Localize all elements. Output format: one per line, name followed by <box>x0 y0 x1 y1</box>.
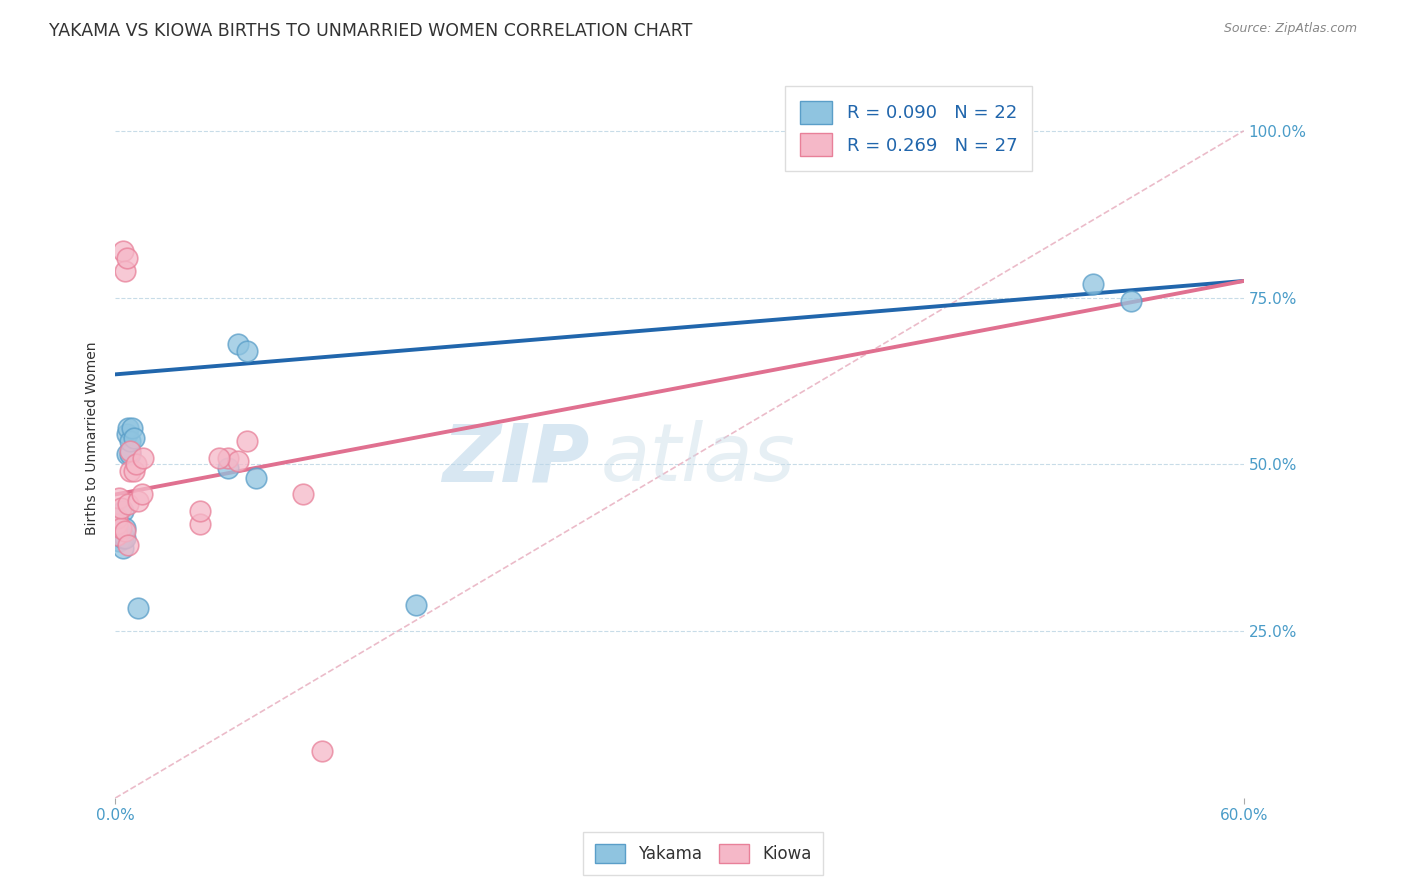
Point <box>108 491 131 505</box>
Point <box>115 427 138 442</box>
Point <box>114 521 136 535</box>
Point <box>114 264 136 278</box>
Point <box>236 344 259 359</box>
Point <box>405 598 427 612</box>
Point <box>121 421 143 435</box>
Point <box>117 421 139 435</box>
Point <box>114 524 136 538</box>
Point <box>117 537 139 551</box>
Point <box>120 434 142 448</box>
Point <box>127 494 149 508</box>
Point <box>105 511 128 525</box>
Point <box>226 337 249 351</box>
Text: YAKAMA VS KIOWA BIRTHS TO UNMARRIED WOMEN CORRELATION CHART: YAKAMA VS KIOWA BIRTHS TO UNMARRIED WOME… <box>49 22 693 40</box>
Y-axis label: Births to Unmarried Women: Births to Unmarried Women <box>86 341 100 534</box>
Point <box>226 454 249 468</box>
Point <box>122 431 145 445</box>
Point <box>120 447 142 461</box>
Point <box>292 487 315 501</box>
Legend: R = 0.090   N = 22, R = 0.269   N = 27: R = 0.090 N = 22, R = 0.269 N = 27 <box>785 87 1032 170</box>
Point <box>105 527 128 541</box>
Point <box>120 464 142 478</box>
Point <box>131 487 153 501</box>
Point <box>114 531 136 545</box>
Point <box>117 498 139 512</box>
Point <box>245 471 267 485</box>
Point <box>105 517 128 532</box>
Point <box>311 744 333 758</box>
Point <box>110 500 132 515</box>
Text: ZIP: ZIP <box>441 420 589 499</box>
Point <box>208 450 231 465</box>
Point <box>111 531 134 545</box>
Point <box>127 601 149 615</box>
Point <box>188 517 211 532</box>
Text: Source: ZipAtlas.com: Source: ZipAtlas.com <box>1223 22 1357 36</box>
Point <box>110 521 132 535</box>
Point <box>217 450 239 465</box>
Point <box>111 504 134 518</box>
Point <box>1119 293 1142 308</box>
Point <box>111 244 134 258</box>
Point <box>115 447 138 461</box>
Point <box>115 251 138 265</box>
Point <box>111 541 134 555</box>
Point <box>217 460 239 475</box>
Text: atlas: atlas <box>600 420 796 499</box>
Legend: Yakama, Kiowa: Yakama, Kiowa <box>583 832 823 875</box>
Point <box>125 458 148 472</box>
Point <box>120 444 142 458</box>
Point <box>132 450 155 465</box>
Point <box>1083 277 1105 292</box>
Point <box>188 504 211 518</box>
Point <box>122 464 145 478</box>
Point <box>236 434 259 448</box>
Point <box>108 524 131 538</box>
Point <box>108 534 131 549</box>
